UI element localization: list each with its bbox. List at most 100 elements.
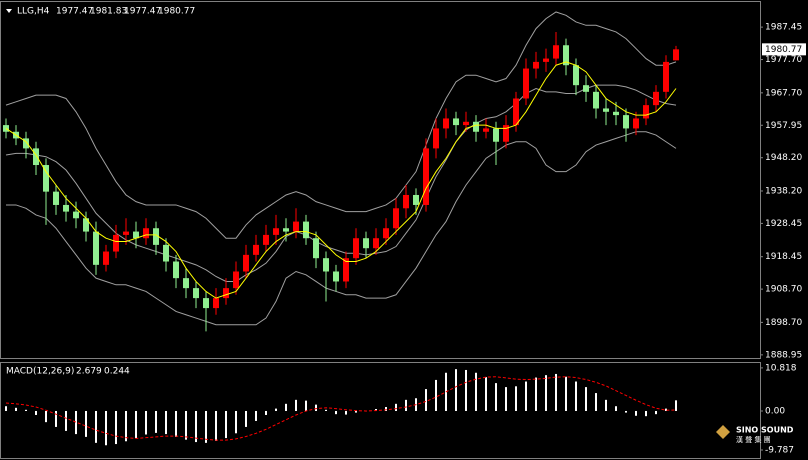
y-tick-label: 1977.70 bbox=[765, 55, 802, 65]
macd-main: 2.679 bbox=[76, 367, 102, 377]
candle-body bbox=[533, 61, 539, 69]
macd-bar bbox=[215, 410, 217, 441]
candle-body bbox=[183, 278, 189, 289]
candle-body bbox=[593, 91, 599, 109]
y-tick-label: 1957.95 bbox=[765, 121, 802, 131]
macd-bar bbox=[425, 389, 427, 411]
ohlc-close: 1980.77 bbox=[158, 7, 195, 17]
candle-body bbox=[243, 254, 249, 272]
price-panel bbox=[0, 1, 761, 359]
macd-bar bbox=[305, 400, 307, 411]
candle-body bbox=[463, 121, 469, 126]
watermark-name: SINO SOUND bbox=[736, 426, 794, 435]
bollinger-middle bbox=[5, 84, 677, 282]
macd-bar bbox=[235, 410, 237, 434]
candle-body bbox=[153, 228, 159, 245]
macd-bar bbox=[405, 399, 407, 411]
candle-body bbox=[673, 49, 679, 61]
candle-body bbox=[63, 204, 69, 212]
candle-body bbox=[513, 98, 519, 126]
macd-bar bbox=[515, 386, 517, 411]
macd-bar bbox=[5, 406, 7, 411]
macd-bar bbox=[195, 410, 197, 443]
candle-body bbox=[43, 165, 49, 192]
macd-bar bbox=[455, 369, 457, 411]
candle-body bbox=[383, 228, 389, 239]
macd-bar bbox=[615, 406, 617, 411]
candle-body bbox=[273, 228, 279, 235]
y-tick-label: 1898.70 bbox=[765, 318, 802, 328]
candle-body bbox=[363, 238, 369, 249]
candle-body bbox=[83, 218, 89, 232]
macd-bar bbox=[475, 372, 477, 411]
watermark: SINO SOUND 漢 聲 集 團 bbox=[716, 425, 794, 444]
macd-bar bbox=[375, 409, 377, 411]
macd-bar bbox=[295, 399, 297, 411]
bollinger-upper bbox=[5, 11, 677, 239]
ohlc-low: 1977.47 bbox=[124, 7, 161, 17]
candle-body bbox=[33, 148, 39, 166]
macd-bar bbox=[205, 410, 207, 443]
ohlc-high: 1981.83 bbox=[90, 7, 127, 17]
y-tick-label: 1987.45 bbox=[765, 23, 802, 33]
candle-body bbox=[263, 234, 269, 245]
macd-bar bbox=[225, 410, 227, 439]
candle-body bbox=[103, 251, 109, 265]
ohlc-open: 1977.47 bbox=[56, 7, 93, 17]
macd-bar bbox=[555, 373, 557, 411]
candle-body bbox=[133, 231, 139, 239]
y2-tick-label: 0.00 bbox=[765, 406, 785, 416]
macd-bar bbox=[265, 410, 267, 415]
macd-bar bbox=[245, 410, 247, 427]
candle-body bbox=[483, 128, 489, 132]
candle-body bbox=[293, 221, 299, 232]
candle-body bbox=[143, 228, 149, 239]
macd-bar bbox=[55, 410, 57, 427]
bollinger-lower bbox=[6, 131, 677, 326]
macd-bar bbox=[335, 410, 337, 415]
macd-bar bbox=[535, 377, 537, 411]
y2-tick-label: 10.818 bbox=[765, 363, 797, 373]
candle-body bbox=[653, 91, 659, 106]
macd-bar bbox=[115, 410, 117, 445]
candle-body bbox=[23, 138, 29, 149]
macd-label: MACD(12,26,9) bbox=[6, 367, 74, 377]
macd-bar bbox=[545, 375, 547, 411]
candle-body bbox=[393, 208, 399, 229]
macd-bar bbox=[355, 410, 357, 413]
macd-bar bbox=[435, 379, 437, 411]
candle-body bbox=[563, 45, 569, 66]
candle-body bbox=[663, 61, 669, 92]
candle-body bbox=[163, 244, 169, 262]
candle-body bbox=[53, 191, 59, 205]
current-price-box bbox=[762, 43, 806, 56]
macd-bar bbox=[345, 410, 347, 415]
macd-signal-line bbox=[5, 376, 677, 441]
candle-body bbox=[303, 221, 309, 239]
macd-bar bbox=[35, 410, 37, 415]
candle-body bbox=[113, 234, 119, 252]
macd-bar bbox=[505, 387, 507, 411]
macd-bar bbox=[25, 409, 27, 411]
macd-bar bbox=[145, 410, 147, 435]
y-tick-label: 1928.45 bbox=[765, 219, 802, 229]
macd-bar bbox=[105, 410, 107, 446]
candle-body bbox=[323, 258, 329, 272]
candle-body bbox=[633, 118, 639, 129]
candle-body bbox=[283, 228, 289, 232]
candle-body bbox=[423, 148, 429, 205]
candle-body bbox=[503, 125, 509, 142]
candle-body bbox=[433, 128, 439, 149]
menu-arrow[interactable] bbox=[6, 9, 12, 13]
macd-bar bbox=[75, 410, 77, 435]
candle-body bbox=[313, 238, 319, 259]
candle-body bbox=[73, 211, 79, 219]
macd-bar bbox=[605, 399, 607, 411]
y-tick-label: 1888.95 bbox=[765, 350, 802, 360]
logo bbox=[716, 425, 730, 439]
macd-bar bbox=[315, 404, 317, 411]
macd-bar bbox=[565, 376, 567, 411]
symbol: LLG,H4 bbox=[17, 7, 50, 17]
